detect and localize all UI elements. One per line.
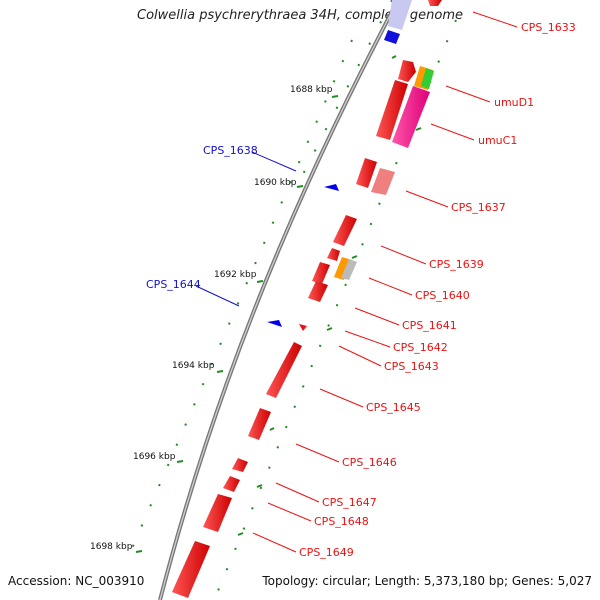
left-gene-labels: CPS_1638 CPS_1644	[146, 144, 258, 291]
genome-info-text: Topology: circular; Length: 5,373,180 bp…	[262, 574, 592, 588]
tick-label: 1690 kbp	[254, 178, 297, 188]
leader-line	[368, 277, 413, 296]
gene-label-cps-1642[interactable]: CPS_1642	[393, 341, 448, 354]
leader-line	[472, 11, 518, 28]
gene-cps-1644[interactable]	[267, 320, 282, 327]
gene-cps-1641-upstream[interactable]	[312, 262, 330, 284]
gene-label-cps-1639[interactable]: CPS_1639	[429, 258, 484, 271]
boundary-mark	[256, 484, 263, 488]
tick-label: 1698 kbp	[90, 542, 133, 552]
leader-line	[338, 345, 382, 367]
gene-label-cps-1644[interactable]: CPS_1644	[146, 278, 201, 291]
gene-label-cps-1638[interactable]: CPS_1638	[203, 144, 258, 157]
boundary-mark	[269, 427, 275, 431]
leader-line	[319, 388, 364, 408]
gene-cps-1639[interactable]	[327, 248, 340, 261]
gene-label-cps-1637[interactable]: CPS_1637	[451, 201, 506, 214]
gene-cps-1648-body[interactable]	[203, 494, 232, 532]
scale-ticks	[135, 95, 339, 553]
gene-label-cps-1649[interactable]: CPS_1649	[299, 546, 354, 559]
left-leader-lines	[195, 151, 297, 307]
right-leader-lines	[252, 11, 518, 553]
leader-line	[295, 443, 340, 463]
gene-cps-1648[interactable]	[223, 476, 240, 492]
leader-line	[354, 307, 400, 326]
gene-cps-1645[interactable]	[266, 342, 302, 398]
scale-tick-labels: 1688 kbp 1690 kbp 1692 kbp 1694 kbp 1696…	[90, 85, 333, 552]
leader-line	[405, 190, 449, 208]
gene-cps-1638[interactable]	[324, 184, 339, 191]
accession-text: Accession: NC_003910	[8, 574, 145, 588]
boundary-mark	[391, 55, 397, 59]
gene-label-cps-1633[interactable]: CPS_1633	[521, 21, 576, 34]
tick-mark	[296, 185, 304, 188]
map-title: Colwellia psychrerythraea 34H, complete …	[137, 8, 463, 23]
gene-label-umud1[interactable]: umuD1	[494, 96, 534, 109]
tick-label: 1692 kbp	[214, 270, 257, 280]
leader-line	[267, 502, 312, 522]
gene-label-cps-1648[interactable]: CPS_1648	[314, 515, 369, 528]
gene-blue-top-pale[interactable]	[388, 0, 412, 30]
gene-label-cps-1643[interactable]: CPS_1643	[384, 360, 439, 373]
tick-mark	[216, 370, 224, 373]
gene-label-umuc1[interactable]: umuC1	[478, 134, 517, 147]
gene-cps-1641[interactable]	[308, 281, 328, 302]
tick-mark	[135, 550, 143, 553]
gene-cps-1640-grey[interactable]	[341, 259, 357, 280]
tick-mark	[256, 280, 264, 283]
genome-backbone	[158, 0, 400, 600]
leader-line	[251, 151, 297, 172]
gene-label-cps-1640[interactable]: CPS_1640	[415, 289, 470, 302]
gene-label-cps-1641[interactable]: CPS_1641	[402, 319, 457, 332]
reverse-genes	[267, 0, 412, 327]
gene-label-cps-1646[interactable]: CPS_1646	[342, 456, 397, 469]
gene-cps-1649[interactable]	[172, 541, 210, 598]
gene-label-cps-1645[interactable]: CPS_1645	[366, 401, 421, 414]
leader-line	[195, 285, 240, 307]
leader-line	[445, 85, 491, 103]
inner-dotted-track-upper	[299, 0, 393, 181]
gene-blue-top[interactable]	[384, 30, 400, 44]
leader-line	[344, 330, 391, 348]
genome-backbone-highlight	[159, 0, 399, 600]
tick-mark	[331, 95, 339, 98]
leader-line	[252, 532, 297, 553]
gene-cps-1647[interactable]	[232, 458, 248, 472]
tick-label: 1694 kbp	[172, 361, 215, 371]
leader-line	[275, 482, 320, 503]
tick-mark	[176, 460, 184, 463]
boundary-mark	[237, 532, 244, 536]
gene-cps-1633[interactable]	[428, 0, 442, 6]
right-gene-labels: CPS_1633 umuD1 umuC1 CPS_1637 CPS_1639 C…	[299, 21, 576, 559]
tick-label: 1696 kbp	[133, 452, 176, 462]
gene-cps-1642[interactable]	[299, 324, 307, 331]
gene-cps-1638-region[interactable]	[333, 215, 357, 246]
gene-umuC1[interactable]	[392, 86, 430, 148]
boundary-mark	[351, 255, 358, 259]
gene-umuD1-block[interactable]	[376, 80, 408, 140]
tick-label: 1688 kbp	[290, 85, 333, 95]
gene-label-cps-1647[interactable]: CPS_1647	[322, 496, 377, 509]
leader-line	[430, 123, 475, 141]
gene-cps-1646[interactable]	[248, 408, 271, 440]
gene-umuD1-green[interactable]	[421, 68, 434, 89]
leader-line	[380, 245, 427, 265]
forward-genes	[172, 0, 442, 598]
gene-umuD1-upstream[interactable]	[398, 60, 416, 82]
gene-cps-1636[interactable]	[356, 158, 377, 188]
boundary-mark	[415, 127, 422, 131]
gene-cps-1637[interactable]	[371, 168, 395, 195]
boundary-mark	[326, 327, 333, 331]
